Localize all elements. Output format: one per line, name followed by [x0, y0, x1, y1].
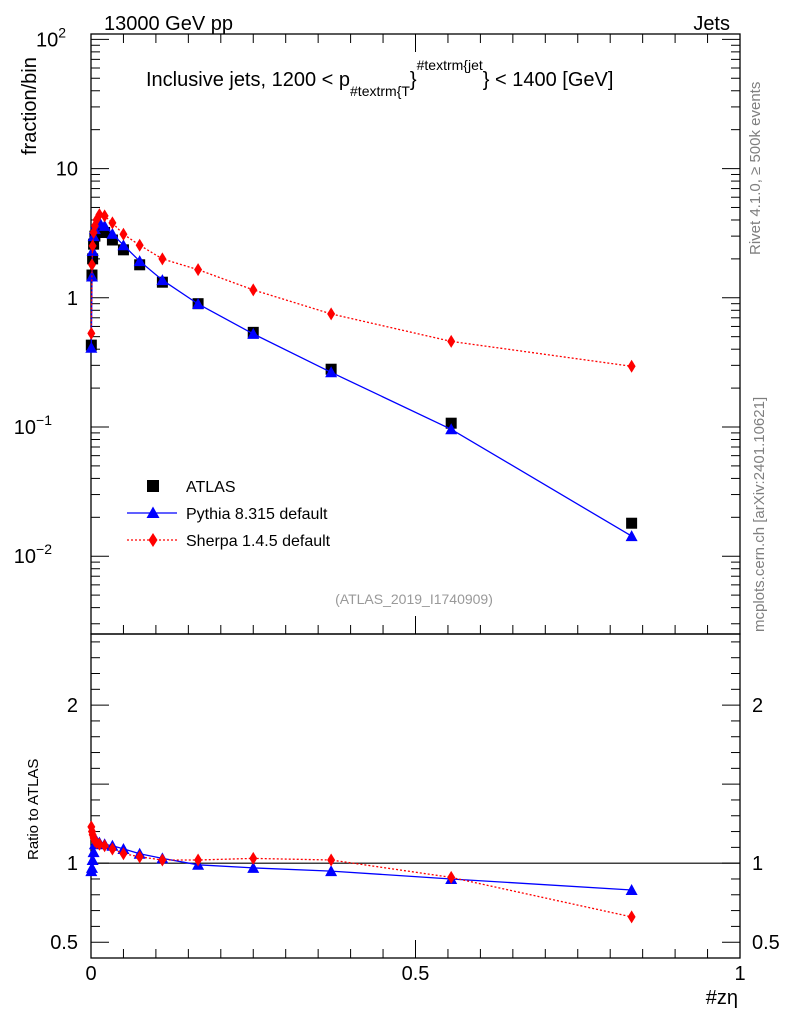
series-line-sherpa — [90, 213, 632, 367]
data-point-sherpa — [95, 208, 104, 222]
ratio-panel-frame — [90, 633, 741, 959]
ratio-y-axis-label: Ratio to ATLAS — [25, 759, 42, 860]
ratio-point-sherpa — [249, 851, 258, 865]
ratio-y-tick-label-left: 2 — [67, 695, 78, 717]
data-point-sherpa — [249, 283, 258, 297]
ratio-y-tick-label-left: 0.5 — [50, 932, 78, 954]
ratio-y-tick-label-right: 0.5 — [752, 932, 780, 954]
ratio-y-tick-label-right: 1 — [752, 853, 763, 875]
y-tick-label: 1 — [67, 288, 78, 310]
ratio-line-sherpa — [90, 826, 632, 918]
legend-label-atlas: ATLAS — [186, 479, 236, 496]
ratio-point-sherpa — [95, 837, 104, 851]
analysis-id-label: (ATLAS_2019_I1740909) — [335, 591, 493, 607]
y-tick-label: 10−1 — [14, 412, 52, 439]
ratio-point-sherpa — [135, 850, 144, 864]
ratio-point-sherpa — [158, 853, 167, 867]
data-point-sherpa — [447, 334, 456, 348]
data-point-pythia — [625, 530, 638, 542]
y-axis-label: fraction/bin — [19, 57, 41, 155]
ratio-point-sherpa — [108, 842, 117, 856]
series-line-pythia — [90, 221, 632, 537]
ratio-point-sherpa — [194, 853, 203, 867]
ratio-point-sherpa — [627, 910, 636, 924]
y-tick-label: 102 — [36, 24, 66, 51]
header-left: 13000 GeV pp — [104, 13, 233, 35]
data-point-atlas — [626, 517, 638, 529]
data-point-pythia — [247, 327, 260, 339]
header-right: Jets — [693, 13, 730, 35]
plot-title: Inclusive jets, 1200 < p#textrm{T}#textr… — [146, 57, 613, 99]
ratio-point-pythia — [85, 861, 98, 873]
data-point-pythia — [192, 298, 205, 310]
axis-ticks — [90, 34, 741, 959]
data-point-sherpa — [119, 227, 128, 241]
ratio-point-pythia — [87, 846, 100, 858]
data-point-pythia — [156, 274, 169, 286]
x-tick-label: 0 — [85, 963, 96, 985]
legend-label-pythia: Pythia 8.315 default — [186, 506, 328, 523]
data-point-sherpa — [88, 239, 97, 253]
data-point-pythia — [106, 227, 119, 239]
data-point-atlas — [106, 234, 118, 246]
data-point-sherpa — [327, 307, 336, 321]
ratio-point-pythia — [325, 865, 338, 877]
data-point-pythia — [445, 423, 458, 435]
legend: ATLAS Pythia 8.315 default Sherpa 1.4.5 … — [127, 479, 331, 550]
data-point-sherpa — [135, 238, 144, 252]
ratio-point-sherpa — [327, 853, 336, 867]
y-tick-label: 10 — [56, 159, 78, 181]
legend-marker-pythia — [146, 506, 160, 518]
ratio-point-pythia — [247, 861, 260, 873]
x-axis-label: #zη — [706, 987, 738, 1009]
data-point-sherpa — [87, 258, 96, 272]
ratio-point-sherpa — [119, 847, 128, 861]
data-point-sherpa — [87, 326, 96, 340]
ratio-point-pythia — [625, 884, 638, 896]
data-point-pythia — [325, 366, 338, 378]
data-point-atlas — [445, 417, 457, 429]
mcplots-credit-label: mcplots.cern.ch [arXiv:2401.10621] — [751, 397, 768, 632]
y-tick-label: 10−2 — [14, 541, 52, 568]
x-tick-label: 1 — [734, 963, 745, 985]
ratio-line-pythia — [90, 840, 632, 891]
data-point-sherpa — [158, 252, 167, 266]
ratio-y-tick-label-left: 1 — [67, 853, 78, 875]
data-point-pythia — [98, 219, 111, 231]
data-point-sherpa — [194, 263, 203, 277]
data-point-pythia — [85, 341, 98, 353]
legend-label-sherpa: Sherpa 1.4.5 default — [186, 533, 331, 550]
data-point-pythia — [117, 239, 130, 251]
data-point-sherpa — [100, 209, 109, 223]
x-tick-label: 0.5 — [402, 963, 430, 985]
data-series — [85, 208, 638, 924]
data-point-atlas — [99, 227, 111, 239]
data-point-sherpa — [627, 359, 636, 373]
ratio-point-pythia — [86, 854, 99, 866]
ratio-y-tick-label-right: 2 — [752, 695, 763, 717]
data-point-sherpa — [108, 216, 117, 230]
ratio-point-sherpa — [447, 870, 456, 884]
ratio-point-sherpa — [100, 839, 109, 853]
data-point-pythia — [133, 255, 146, 267]
axis-tick-labels: 102 10 1 10−1 10−2 2 2 1 1 0.5 0.5 0 0.5 1 — [14, 24, 780, 985]
legend-marker-atlas — [147, 480, 159, 492]
rivet-version-label: Rivet 4.1.0, ≥ 500k events — [747, 82, 764, 255]
legend-marker-sherpa — [148, 533, 158, 547]
